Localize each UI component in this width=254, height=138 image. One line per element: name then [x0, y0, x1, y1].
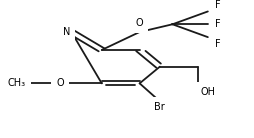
Text: N: N — [63, 27, 70, 37]
Text: O: O — [136, 18, 144, 28]
Text: Br: Br — [154, 102, 165, 112]
Text: CH₃: CH₃ — [8, 78, 26, 88]
Text: O: O — [56, 78, 64, 88]
Text: F: F — [215, 0, 221, 10]
Text: F: F — [215, 39, 221, 49]
Text: OH: OH — [200, 87, 215, 97]
Text: F: F — [215, 19, 221, 29]
